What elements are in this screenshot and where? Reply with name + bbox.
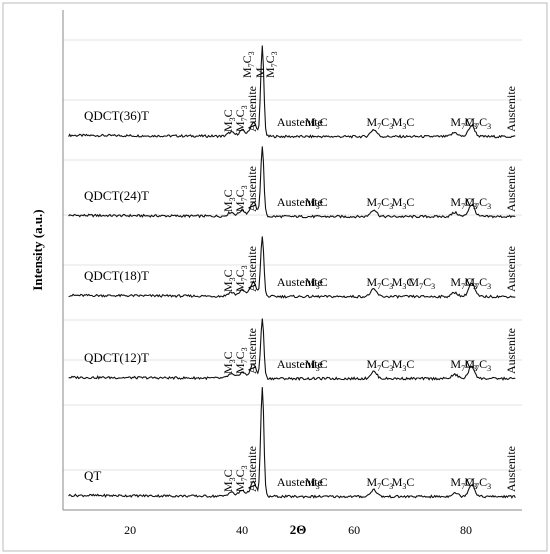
peak-label: M7C3 bbox=[240, 51, 256, 78]
peak-label: M7C3 bbox=[233, 105, 249, 132]
peak-label: M3C bbox=[221, 351, 237, 374]
peak-label: M7C3 bbox=[367, 195, 394, 211]
peak-label: M7C3 bbox=[464, 357, 491, 373]
series-name-label: QDCT(18)T bbox=[84, 268, 149, 283]
peak-label: M7C3 bbox=[450, 195, 477, 211]
peak-label: M3C bbox=[392, 357, 415, 373]
peak-label: Austenite bbox=[277, 115, 323, 129]
peak-label: Austenite bbox=[277, 275, 323, 289]
peak-label: Austenite bbox=[504, 328, 518, 374]
peak-label: M3C bbox=[221, 189, 237, 212]
peak-label: M3C bbox=[221, 469, 237, 492]
peak-label: M7C3 bbox=[464, 275, 491, 291]
peak-labels: QDCT(36)TM3CM7C3AusteniteM7C3MM7C3Austen… bbox=[84, 51, 518, 492]
peak-label: Austenite bbox=[277, 475, 323, 489]
peak-label: M3C bbox=[392, 475, 415, 491]
series-name-label: QDCT(12)T bbox=[84, 350, 149, 365]
peak-label: M3C bbox=[305, 115, 328, 131]
peak-label: M7C3 bbox=[450, 115, 477, 131]
peak-label: M3C bbox=[392, 275, 415, 291]
series-traces bbox=[68, 45, 516, 499]
peak-label: Austenite bbox=[504, 446, 518, 492]
peak-label: M3C bbox=[305, 195, 328, 211]
peak-label: Austenite bbox=[277, 195, 323, 209]
x-tick-label: 80 bbox=[460, 523, 472, 537]
peak-label: Austenite bbox=[245, 328, 259, 374]
peak-label: M3C bbox=[305, 275, 328, 291]
series-trace bbox=[68, 45, 516, 139]
peak-label: M7C3 bbox=[367, 357, 394, 373]
axes: 20 40 60 80 bbox=[62, 10, 522, 537]
peak-label: M bbox=[253, 67, 267, 78]
series-name-label: QDCT(36)T bbox=[84, 108, 149, 123]
peak-label: M3C bbox=[392, 195, 415, 211]
peak-label: M7C3 bbox=[263, 51, 279, 78]
y-axis-title: Intensity (a.u.) bbox=[30, 209, 45, 290]
peak-label: M7C3 bbox=[233, 265, 249, 292]
peak-label: Austenite bbox=[245, 246, 259, 292]
x-tick-label: 60 bbox=[348, 523, 360, 537]
series-trace bbox=[68, 387, 516, 499]
peak-label: M3C bbox=[221, 269, 237, 292]
peak-label: M7C3 bbox=[233, 185, 249, 212]
peak-label: Austenite bbox=[504, 86, 518, 132]
grid-lines bbox=[63, 39, 522, 471]
peak-label: Austenite bbox=[245, 86, 259, 132]
peak-label: M7C3 bbox=[464, 195, 491, 211]
peak-label: M7C3 bbox=[367, 475, 394, 491]
peak-label: M7C3 bbox=[233, 465, 249, 492]
peak-label: M7C3 bbox=[450, 475, 477, 491]
peak-label: M7C3 bbox=[367, 275, 394, 291]
peak-label: Austenite bbox=[277, 357, 323, 371]
peak-label: M7C3 bbox=[450, 357, 477, 373]
peak-label: M3C bbox=[305, 475, 328, 491]
peak-label: M7C3 bbox=[464, 475, 491, 491]
series-trace bbox=[68, 236, 516, 299]
peak-label: M7C3 bbox=[233, 347, 249, 374]
x-tick-label: 20 bbox=[124, 523, 136, 537]
series-name-label: QDCT(24)T bbox=[84, 188, 149, 203]
peak-label: M7C3 bbox=[408, 275, 435, 291]
peak-label: Austenite bbox=[245, 166, 259, 212]
series-trace bbox=[68, 318, 516, 381]
x-axis-title: 2Θ bbox=[290, 522, 307, 537]
peak-label: Austenite bbox=[504, 166, 518, 212]
peak-label: M3C bbox=[392, 115, 415, 131]
peak-label: M7C3 bbox=[450, 275, 477, 291]
x-tick-label: 40 bbox=[236, 523, 248, 537]
peak-label: M3C bbox=[305, 357, 328, 373]
series-trace bbox=[68, 146, 516, 219]
peak-label: M7C3 bbox=[464, 115, 491, 131]
peak-label: M3C bbox=[221, 109, 237, 132]
peak-label: M7C3 bbox=[367, 115, 394, 131]
series-name-label: QT bbox=[84, 468, 101, 483]
peak-label: Austenite bbox=[504, 246, 518, 292]
peak-label: Austenite bbox=[245, 446, 259, 492]
